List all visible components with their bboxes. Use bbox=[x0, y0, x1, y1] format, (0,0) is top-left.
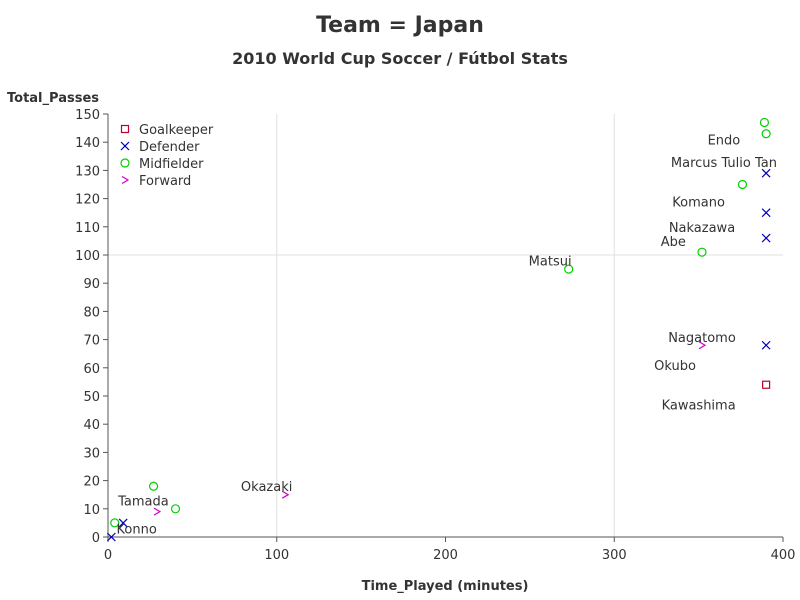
marker-chevron bbox=[121, 175, 130, 185]
point-label: Marcus Tulio Tan bbox=[671, 156, 777, 171]
midfielder-point bbox=[761, 129, 771, 139]
forward-point bbox=[281, 490, 290, 499]
marker-square bbox=[762, 380, 771, 389]
gridlines bbox=[108, 114, 783, 537]
defender-point bbox=[761, 168, 771, 178]
point-label: Okazaki bbox=[241, 480, 292, 495]
midfielder-point bbox=[564, 264, 574, 274]
legend-item-defender: Defender bbox=[120, 140, 200, 155]
data-points bbox=[106, 117, 771, 542]
forward-point bbox=[698, 341, 707, 350]
marker-chevron bbox=[698, 341, 707, 350]
axes bbox=[103, 113, 784, 542]
y-tick-label: 10 bbox=[83, 503, 100, 518]
point-label: Komano bbox=[672, 195, 725, 210]
goalkeeper-point bbox=[762, 380, 771, 389]
y-tick-label: 60 bbox=[83, 362, 100, 377]
marker-circle bbox=[148, 481, 159, 491]
point-label: Kawashima bbox=[662, 398, 736, 413]
point-label: Nagatomo bbox=[668, 331, 736, 346]
marker-x-stroke bbox=[761, 340, 771, 350]
y-tick-label: 130 bbox=[75, 164, 100, 179]
marker-circle bbox=[737, 179, 748, 190]
point-label: Konno bbox=[117, 523, 157, 538]
marker-square bbox=[120, 124, 130, 134]
y-tick-label: 100 bbox=[75, 249, 100, 264]
marker-x-stroke bbox=[118, 518, 128, 528]
point-label: Tamada bbox=[117, 494, 169, 509]
legend-marker bbox=[121, 175, 130, 185]
legend-item-midfielder: Midfielder bbox=[120, 157, 204, 172]
legend-item-goalkeeper: Goalkeeper bbox=[120, 123, 214, 138]
point-label: Endo bbox=[708, 133, 741, 148]
x-tick-label: 300 bbox=[602, 548, 627, 563]
marker-circle bbox=[120, 158, 130, 168]
x-tick-label: 200 bbox=[433, 548, 458, 563]
marker-x-stroke bbox=[761, 233, 771, 243]
chart-subtitle: 2010 World Cup Soccer / Fútbol Stats bbox=[232, 49, 568, 68]
tick-labels: 0 10 20 30 40 50 60 70 80 90 100 110 120 130 140 150 0 10… bbox=[75, 108, 795, 563]
forward-point bbox=[153, 507, 162, 516]
marker-x-stroke bbox=[761, 208, 771, 218]
legend-item-forward: Forward bbox=[121, 174, 191, 189]
y-tick-label: 150 bbox=[75, 108, 100, 123]
y-tick-label: 30 bbox=[83, 446, 100, 461]
y-tick-label: 80 bbox=[83, 305, 100, 320]
y-tick-label: 20 bbox=[83, 475, 100, 490]
legend-marker bbox=[120, 141, 130, 151]
marker-x-stroke bbox=[761, 168, 771, 178]
point-label: Okubo bbox=[654, 359, 696, 374]
marker-x-stroke bbox=[120, 141, 130, 151]
midfielder-point bbox=[110, 518, 120, 528]
x-tick-label: 100 bbox=[264, 548, 289, 563]
legend-label: Goalkeeper bbox=[139, 123, 214, 138]
legend-label: Defender bbox=[139, 140, 200, 155]
y-tick-label: 70 bbox=[83, 334, 100, 349]
marker-circle bbox=[759, 117, 770, 128]
y-tick-label: 110 bbox=[75, 221, 100, 236]
marker-circle bbox=[697, 247, 707, 257]
midfielder-point bbox=[697, 247, 707, 257]
marker-x-stroke bbox=[106, 532, 116, 542]
legend-marker bbox=[120, 124, 130, 134]
legend-marker bbox=[120, 158, 130, 168]
y-axis-label: Total_Passes bbox=[7, 91, 99, 106]
marker-chevron bbox=[281, 490, 290, 499]
defender-point bbox=[106, 532, 116, 542]
y-tick-label: 90 bbox=[83, 277, 100, 292]
point-label: Nakazawa bbox=[669, 221, 735, 236]
x-tick-label: 400 bbox=[771, 548, 796, 563]
y-tick-label: 0 bbox=[92, 531, 100, 546]
y-tick-label: 120 bbox=[75, 193, 100, 208]
y-tick-label: 140 bbox=[75, 136, 100, 151]
legend-label: Midfielder bbox=[139, 157, 204, 172]
defender-point bbox=[118, 518, 128, 528]
legend: Goalkeeper Defender Midfielder Forward bbox=[120, 123, 214, 189]
defender-point bbox=[761, 233, 771, 243]
marker-circle bbox=[110, 518, 120, 528]
chart-title: Team = Japan bbox=[316, 13, 484, 38]
y-tick-label: 40 bbox=[83, 418, 100, 433]
y-tick-label: 50 bbox=[83, 390, 100, 405]
x-tick-label: 0 bbox=[104, 548, 112, 563]
marker-circle bbox=[564, 264, 574, 274]
marker-chevron bbox=[153, 507, 162, 516]
point-label: Matsui bbox=[529, 255, 572, 270]
marker-circle bbox=[761, 129, 771, 139]
defender-point bbox=[761, 340, 771, 350]
marker-circle bbox=[170, 504, 181, 514]
midfielder-point bbox=[737, 179, 748, 190]
x-axis-label: Time_Played (minutes) bbox=[362, 579, 529, 594]
legend-label: Forward bbox=[139, 174, 191, 189]
point-label: Abe bbox=[661, 235, 686, 250]
midfielder-point bbox=[759, 117, 770, 128]
midfielder-point bbox=[170, 504, 181, 514]
midfielder-point bbox=[148, 481, 159, 491]
defender-point bbox=[761, 208, 771, 218]
